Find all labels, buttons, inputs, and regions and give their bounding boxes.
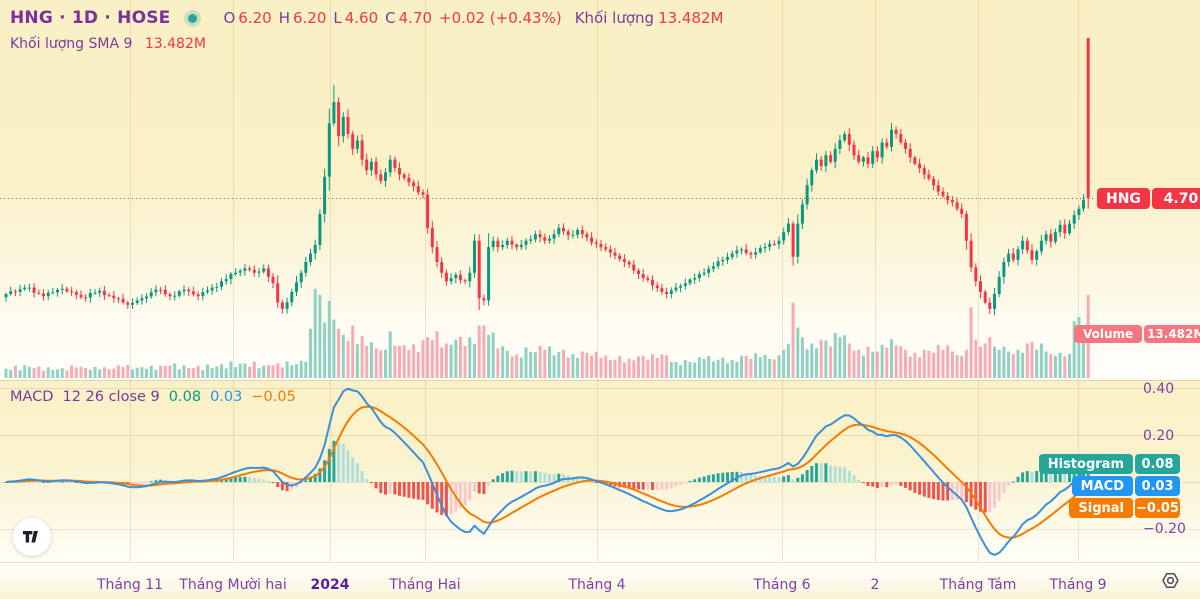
macd-params: 12 26 close 9 bbox=[62, 389, 160, 405]
macd-signal-value: −0.05 bbox=[251, 389, 296, 405]
axis-divider bbox=[0, 562, 1200, 563]
macd-line-badge-value: 0.03 bbox=[1135, 476, 1180, 496]
volume-badge-label: Volume bbox=[1074, 325, 1143, 343]
macd-signal-badge-label: Signal bbox=[1069, 498, 1133, 518]
time-axis-label: Tháng 11 bbox=[96, 577, 164, 593]
time-axis[interactable]: Tháng 11 Tháng Mười hai 2024 Tháng Hai Tháng… bbox=[0, 562, 1200, 599]
volume-sma-legend[interactable]: Khối lượng SMA 9 13.482M bbox=[10, 36, 206, 52]
macd-histogram-badge-value: 0.08 bbox=[1135, 454, 1180, 474]
macd-axis-040[interactable]: 0.40 bbox=[1143, 381, 1175, 397]
macd-axis-020[interactable]: 0.20 bbox=[1143, 428, 1175, 444]
price-badge-value: 4.70 bbox=[1151, 188, 1200, 209]
low-label: L bbox=[333, 9, 342, 27]
time-axis-background bbox=[0, 562, 1200, 599]
macd-axis-neg020[interactable]: −0.20 bbox=[1143, 521, 1186, 537]
time-axis-label: Tháng Mười hai bbox=[179, 577, 287, 593]
macd-pane-background bbox=[0, 380, 1200, 562]
time-axis-label: Tháng Tám bbox=[939, 577, 1017, 593]
macd-histogram-value: 0.08 bbox=[168, 389, 202, 405]
macd-signal-badge-value: −0.05 bbox=[1135, 498, 1180, 518]
ohlc-readout: O 6.20 H 6.20 L 4.60 C 4.70 +0.02 (+0.43%) K… bbox=[223, 9, 723, 27]
time-axis-label: 2 bbox=[870, 577, 880, 593]
macd-title: MACD bbox=[10, 389, 54, 405]
last-price-badge: HNG 4.70 bbox=[1097, 188, 1200, 209]
volume-label: Khối lượng bbox=[574, 9, 655, 27]
settings-icon[interactable] bbox=[1161, 571, 1180, 590]
tradingview-logo-icon bbox=[22, 531, 38, 543]
time-axis-label: Tháng Hai bbox=[389, 577, 461, 593]
time-axis-label: Tháng 4 bbox=[568, 577, 626, 593]
market-status-icon[interactable] bbox=[188, 13, 198, 23]
close-label: C bbox=[385, 9, 396, 27]
change-value: +0.02 (+0.43%) bbox=[439, 9, 562, 27]
volume-sma-value: 13.482M bbox=[144, 36, 206, 52]
macd-histogram-badge: Histogram 0.08 bbox=[1038, 454, 1180, 474]
price-pane-background bbox=[0, 0, 1200, 380]
open-label: O bbox=[223, 9, 236, 27]
time-axis-label: Tháng 6 bbox=[753, 577, 811, 593]
volume-badge: Volume 13.482M bbox=[1074, 325, 1200, 343]
macd-line-value: 0.03 bbox=[210, 389, 243, 405]
time-axis-label: 2024 bbox=[310, 577, 350, 593]
low-value: 4.60 bbox=[344, 9, 379, 27]
symbol-legend: HNG · 1D · HOSE O 6.20 H 6.20 L 4.60 C 4.70 … bbox=[10, 8, 724, 28]
high-value: 6.20 bbox=[292, 9, 327, 27]
close-value: 4.70 bbox=[398, 9, 433, 27]
macd-histogram-badge-label: Histogram bbox=[1038, 454, 1133, 474]
volume-value: 13.482M bbox=[658, 9, 724, 27]
macd-signal-badge: Signal −0.05 bbox=[1069, 498, 1180, 518]
macd-line-badge-label: MACD bbox=[1071, 476, 1133, 496]
high-label: H bbox=[278, 9, 290, 27]
volume-badge-value: 13.482M bbox=[1144, 325, 1200, 343]
open-value: 6.20 bbox=[238, 9, 272, 27]
macd-legend[interactable]: MACD 12 26 close 9 0.08 0.03 −0.05 bbox=[10, 389, 296, 405]
time-axis-label: Tháng 9 bbox=[1049, 577, 1107, 593]
macd-line-badge: MACD 0.03 bbox=[1071, 476, 1180, 496]
price-badge-symbol: HNG bbox=[1097, 188, 1150, 209]
tradingview-logo[interactable] bbox=[13, 518, 51, 556]
volume-sma-label: Khối lượng SMA 9 bbox=[10, 36, 133, 52]
pane-divider[interactable] bbox=[0, 380, 1200, 381]
symbol-title[interactable]: HNG · 1D · HOSE bbox=[10, 8, 171, 28]
